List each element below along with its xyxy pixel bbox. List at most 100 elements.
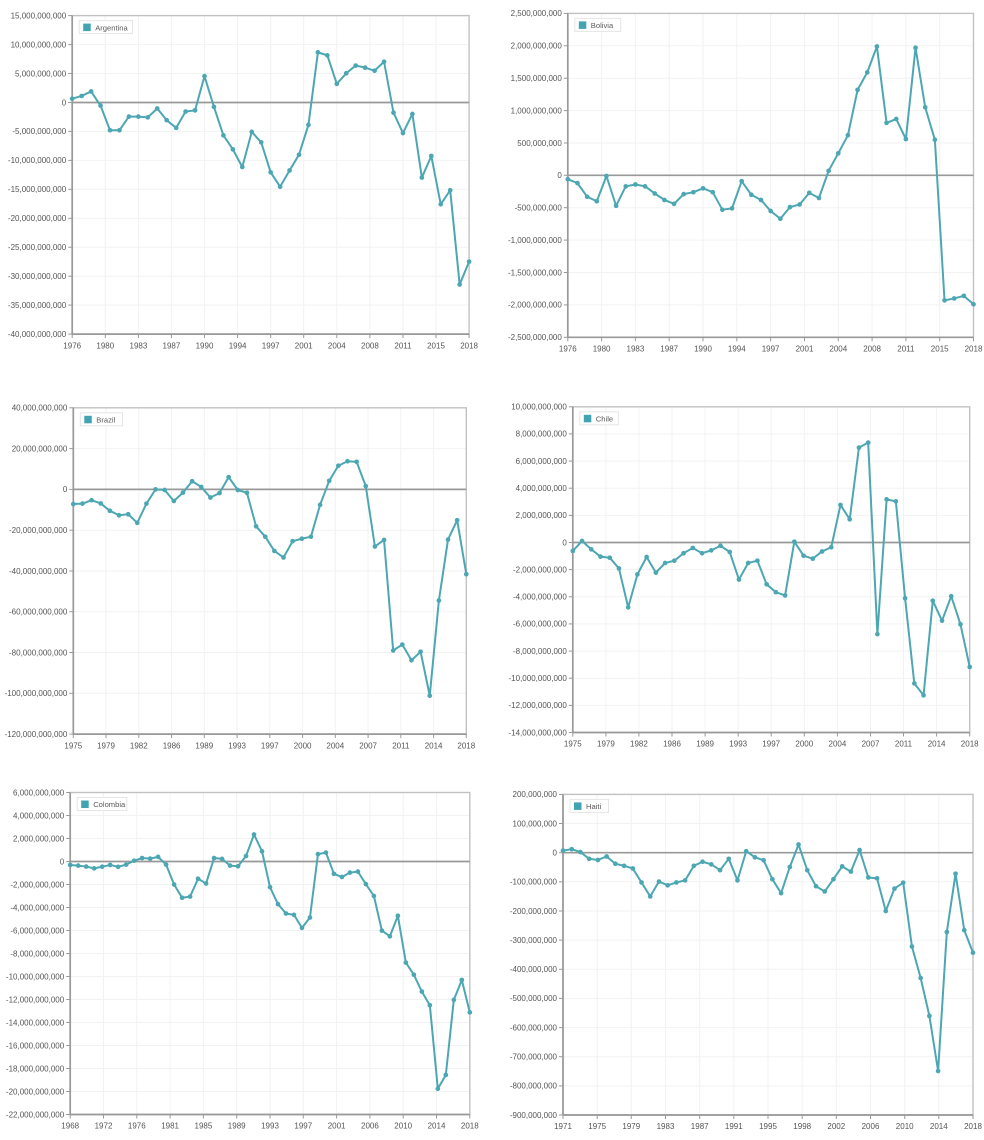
svg-text:2014: 2014 <box>428 1122 446 1131</box>
svg-text:-6,000,000,000: -6,000,000,000 <box>513 620 567 629</box>
svg-text:2000: 2000 <box>294 741 312 750</box>
svg-text:-700,000,000: -700,000,000 <box>510 1053 558 1062</box>
svg-text:-35,000,000,000: -35,000,000,000 <box>8 301 67 310</box>
svg-text:2004: 2004 <box>829 345 847 354</box>
svg-text:-6,000,000,000: -6,000,000,000 <box>10 926 64 935</box>
svg-text:1989: 1989 <box>696 740 714 749</box>
svg-text:1983: 1983 <box>627 345 645 354</box>
svg-text:-25,000,000,000: -25,000,000,000 <box>8 243 67 252</box>
svg-text:1990: 1990 <box>694 345 712 354</box>
svg-text:Argentina: Argentina <box>95 23 128 32</box>
svg-text:-20,000,000,000: -20,000,000,000 <box>6 1087 65 1096</box>
svg-text:-14,000,000,000: -14,000,000,000 <box>509 728 568 737</box>
svg-text:1976: 1976 <box>128 1122 146 1131</box>
svg-text:1982: 1982 <box>130 741 148 750</box>
svg-text:-400,000,000: -400,000,000 <box>510 965 558 974</box>
svg-text:6,000,000,000: 6,000,000,000 <box>13 788 65 797</box>
svg-text:40,000,000,000: 40,000,000,000 <box>12 404 68 413</box>
svg-text:1987: 1987 <box>660 345 678 354</box>
svg-text:-900,000,000: -900,000,000 <box>510 1111 558 1120</box>
svg-text:1968: 1968 <box>61 1122 79 1131</box>
svg-text:1994: 1994 <box>229 341 247 350</box>
svg-text:-15,000,000,000: -15,000,000,000 <box>8 185 67 194</box>
svg-text:2004: 2004 <box>328 341 346 350</box>
svg-text:1972: 1972 <box>95 1122 113 1131</box>
svg-text:1985: 1985 <box>195 1122 213 1131</box>
svg-text:2,000,000,000: 2,000,000,000 <box>13 834 65 843</box>
svg-text:-800,000,000: -800,000,000 <box>510 1082 558 1091</box>
svg-text:15,000,000,000: 15,000,000,000 <box>11 11 67 20</box>
svg-text:8,000,000,000: 8,000,000,000 <box>516 430 568 439</box>
svg-text:1983: 1983 <box>657 1122 675 1131</box>
svg-text:10,000,000,000: 10,000,000,000 <box>11 40 67 49</box>
svg-text:1997: 1997 <box>762 740 780 749</box>
svg-text:-2,000,000,000: -2,000,000,000 <box>508 301 562 310</box>
svg-text:-2,000,000,000: -2,000,000,000 <box>513 565 567 574</box>
svg-text:2006: 2006 <box>361 1122 379 1131</box>
svg-text:2015: 2015 <box>427 341 445 350</box>
svg-text:200,000,000: 200,000,000 <box>513 790 558 799</box>
svg-text:1980: 1980 <box>96 341 114 350</box>
svg-text:2004: 2004 <box>326 741 344 750</box>
svg-text:-8,000,000,000: -8,000,000,000 <box>513 647 567 656</box>
svg-text:2000: 2000 <box>795 740 813 749</box>
svg-text:Chile: Chile <box>596 415 613 424</box>
svg-text:1979: 1979 <box>597 740 615 749</box>
svg-text:-80,000,000,000: -80,000,000,000 <box>9 648 68 657</box>
svg-text:-600,000,000: -600,000,000 <box>510 1023 558 1032</box>
svg-text:6,000,000,000: 6,000,000,000 <box>516 457 568 466</box>
svg-text:-12,000,000,000: -12,000,000,000 <box>509 701 568 710</box>
svg-text:2018: 2018 <box>461 1122 479 1131</box>
svg-text:1993: 1993 <box>228 741 246 750</box>
svg-text:2011: 2011 <box>897 345 915 354</box>
svg-text:0: 0 <box>63 485 68 494</box>
svg-text:1987: 1987 <box>691 1122 709 1131</box>
svg-text:-200,000,000: -200,000,000 <box>510 907 558 916</box>
svg-text:-60,000,000,000: -60,000,000,000 <box>9 608 68 617</box>
svg-text:1994: 1994 <box>728 345 746 354</box>
svg-text:2001: 2001 <box>328 1122 346 1131</box>
svg-text:Colombia: Colombia <box>93 800 126 809</box>
svg-text:1997: 1997 <box>294 1122 312 1131</box>
svg-text:2010: 2010 <box>896 1122 914 1131</box>
svg-text:-5,000,000,000: -5,000,000,000 <box>12 127 66 136</box>
svg-text:-4,000,000,000: -4,000,000,000 <box>10 903 64 912</box>
svg-text:0: 0 <box>62 98 67 107</box>
svg-text:-500,000,000: -500,000,000 <box>510 994 558 1003</box>
svg-text:1989: 1989 <box>228 1122 246 1131</box>
svg-text:0: 0 <box>562 538 567 547</box>
svg-text:1976: 1976 <box>63 341 81 350</box>
svg-text:1998: 1998 <box>793 1122 811 1131</box>
svg-text:1975: 1975 <box>64 741 82 750</box>
svg-text:20,000,000,000: 20,000,000,000 <box>12 444 68 453</box>
svg-text:2011: 2011 <box>394 341 412 350</box>
svg-text:1986: 1986 <box>663 740 681 749</box>
svg-text:2018: 2018 <box>964 1122 982 1131</box>
svg-text:1991: 1991 <box>725 1122 743 1131</box>
svg-text:-500,000,000: -500,000,000 <box>515 204 563 213</box>
svg-text:-40,000,000,000: -40,000,000,000 <box>8 330 67 339</box>
svg-text:1990: 1990 <box>196 341 214 350</box>
svg-text:1975: 1975 <box>564 740 582 749</box>
svg-text:5,000,000,000: 5,000,000,000 <box>15 69 67 78</box>
svg-text:2004: 2004 <box>829 740 847 749</box>
svg-text:100,000,000: 100,000,000 <box>513 819 558 828</box>
svg-text:-1,000,000,000: -1,000,000,000 <box>508 236 562 245</box>
svg-text:4,000,000,000: 4,000,000,000 <box>516 484 568 493</box>
svg-text:-10,000,000,000: -10,000,000,000 <box>509 674 568 683</box>
svg-text:1993: 1993 <box>261 1122 279 1131</box>
svg-text:1,000,000,000: 1,000,000,000 <box>511 106 563 115</box>
svg-text:-100,000,000: -100,000,000 <box>510 878 558 887</box>
svg-text:1971: 1971 <box>554 1122 572 1131</box>
svg-text:2,000,000,000: 2,000,000,000 <box>511 42 563 51</box>
svg-text:-1,500,000,000: -1,500,000,000 <box>508 268 562 277</box>
svg-text:1980: 1980 <box>593 345 611 354</box>
svg-text:-16,000,000,000: -16,000,000,000 <box>6 1041 65 1050</box>
svg-text:1981: 1981 <box>161 1122 179 1131</box>
svg-text:2008: 2008 <box>361 341 379 350</box>
svg-text:2014: 2014 <box>930 1122 948 1131</box>
svg-text:1997: 1997 <box>762 345 780 354</box>
svg-text:Bolivia: Bolivia <box>591 21 614 30</box>
svg-text:Haiti: Haiti <box>586 802 602 811</box>
svg-text:1989: 1989 <box>195 741 213 750</box>
